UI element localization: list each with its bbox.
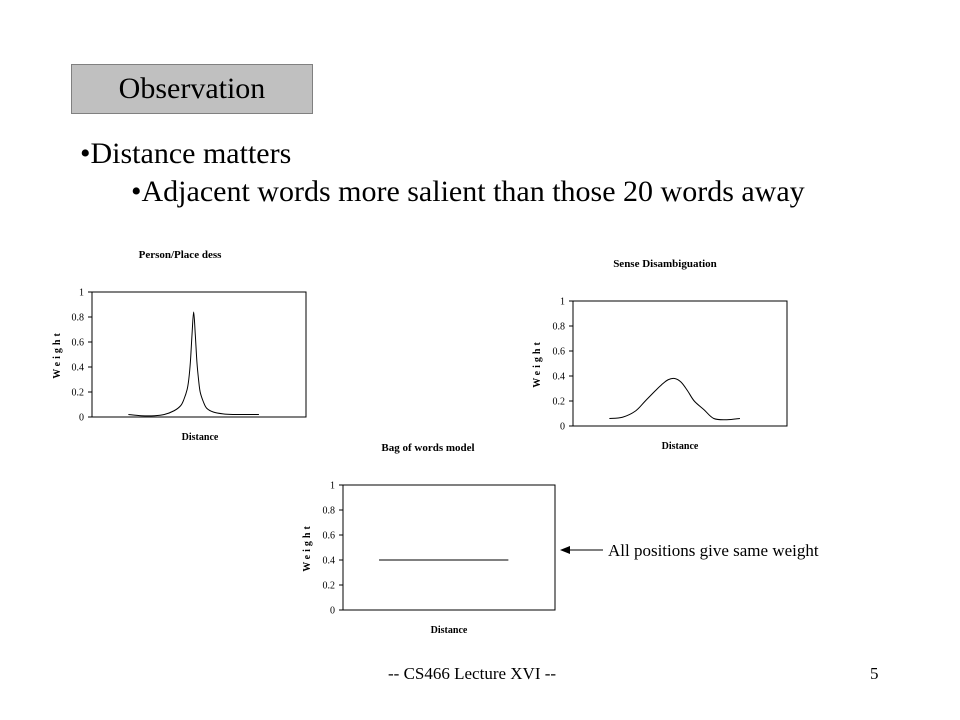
chart-person-place-series-line <box>128 311 259 417</box>
chart-sense-disambiguation-ytick-label: 0 <box>560 422 565 433</box>
chart-bag-of-words-xlabel: Distance <box>431 625 468 636</box>
slide-title: Observation <box>118 72 266 105</box>
chart-sense-disambiguation-ytick-label: 0.4 <box>553 372 566 383</box>
chart-sense-disambiguation-ytick-label: 0.6 <box>553 347 566 358</box>
chart-sense-disambiguation-ytick-label: 1 <box>560 297 565 308</box>
chart-person-place-xlabel: Distance <box>182 432 219 443</box>
chart-bag-of-words-ytick-label: 0 <box>330 606 335 617</box>
bullet-distance-matters: •Distance matters <box>80 137 292 170</box>
chart-person-place-ytick-label: 0.8 <box>72 313 85 324</box>
chart-sense-disambiguation-xlabel: Distance <box>662 441 699 452</box>
chart-person-place-plot-frame <box>91 291 307 418</box>
chart-person-place-title: Person/Place dess <box>139 249 223 261</box>
chart-bag-of-words-ytick-label: 1 <box>330 481 335 492</box>
chart-bag-of-words-plot-frame <box>342 484 556 611</box>
bullet-adjacent-words: •Adjacent words more salient than those … <box>131 175 805 208</box>
chart-person-place-ytick-label: 0.2 <box>72 388 85 399</box>
chart-bag-of-words-ytick-label: 0.2 <box>323 581 336 592</box>
footer-lecture: -- CS466 Lecture XVI -- <box>388 664 557 683</box>
chart-sense-disambiguation-series-line <box>609 377 740 421</box>
chart-person-place-ytick-label: 0 <box>79 413 84 424</box>
chart-bag-of-words-title: Bag of words model <box>381 442 474 454</box>
chart-sense-disambiguation-ytick-label: 0.2 <box>553 397 566 408</box>
slide-title-box: Observation <box>71 64 313 114</box>
chart-person-place-ylabel: Weight <box>52 330 63 379</box>
chart-sense-disambiguation-ylabel: Weight <box>532 339 543 388</box>
annotation-text: All positions give same weight <box>608 541 819 560</box>
chart-sense-disambiguation-title: Sense Disambiguation <box>613 258 717 270</box>
chart-person-place-ytick-label: 0.4 <box>72 363 85 374</box>
chart-person-place-ytick-label: 0.6 <box>72 338 85 349</box>
chart-bag-of-words-ytick-label: 0.6 <box>323 531 336 542</box>
annotation-arrow-head <box>560 546 570 554</box>
chart-bag-of-words-ylabel: Weight <box>302 523 313 572</box>
page-number: 5 <box>870 664 879 683</box>
chart-person-place-ytick-label: 1 <box>79 288 84 299</box>
chart-sense-disambiguation-ytick-label: 0.8 <box>553 322 566 333</box>
chart-sense-disambiguation-plot-frame <box>572 300 788 427</box>
chart-bag-of-words-ytick-label: 0.4 <box>323 556 336 567</box>
chart-bag-of-words-ytick-label: 0.8 <box>323 506 336 517</box>
